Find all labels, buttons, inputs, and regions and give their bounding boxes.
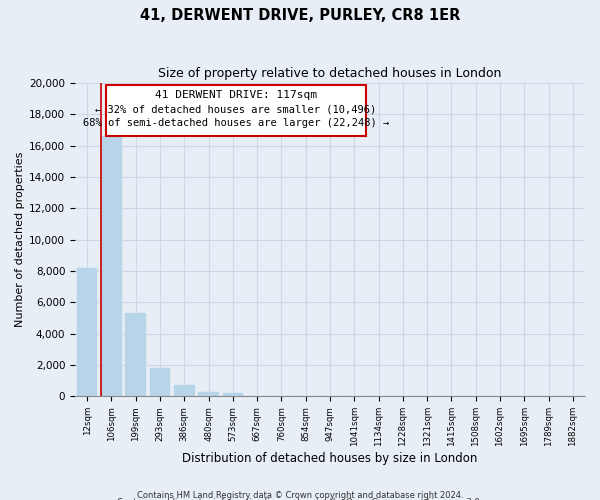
Bar [149, 368, 170, 396]
Y-axis label: Number of detached properties: Number of detached properties [15, 152, 25, 328]
Text: 41 DERWENT DRIVE: 117sqm: 41 DERWENT DRIVE: 117sqm [155, 90, 317, 101]
Text: 68% of semi-detached houses are larger (22,248) →: 68% of semi-detached houses are larger (… [83, 118, 389, 128]
Title: Size of property relative to detached houses in London: Size of property relative to detached ho… [158, 68, 502, 80]
Bar [125, 314, 146, 396]
Text: 41, DERWENT DRIVE, PURLEY, CR8 1ER: 41, DERWENT DRIVE, PURLEY, CR8 1ER [140, 8, 460, 22]
Text: Contains HM Land Registry data © Crown copyright and database right 2024.: Contains HM Land Registry data © Crown c… [137, 490, 463, 500]
Bar [77, 268, 97, 396]
Text: ← 32% of detached houses are smaller (10,496): ← 32% of detached houses are smaller (10… [95, 105, 376, 115]
Bar [223, 393, 243, 396]
Bar [174, 384, 194, 396]
X-axis label: Distribution of detached houses by size in London: Distribution of detached houses by size … [182, 452, 478, 465]
Text: Contains public sector information licensed under the Open Government Licence v3: Contains public sector information licen… [118, 498, 482, 500]
Bar [101, 136, 122, 396]
FancyBboxPatch shape [106, 84, 366, 136]
Bar [198, 392, 219, 396]
